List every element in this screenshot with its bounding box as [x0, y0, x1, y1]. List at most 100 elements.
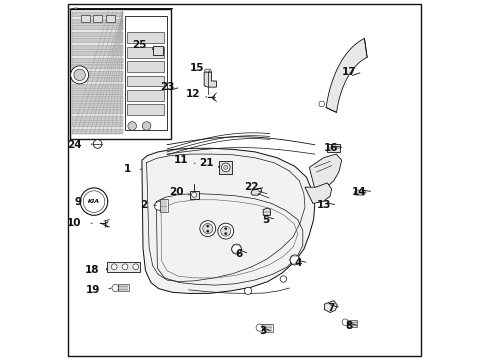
Circle shape — [244, 287, 251, 294]
Circle shape — [112, 284, 119, 292]
Text: 21: 21 — [199, 158, 213, 168]
Bar — [72, 96, 122, 102]
Circle shape — [280, 276, 286, 282]
Text: 23: 23 — [160, 82, 174, 92]
Bar — [118, 284, 128, 291]
Bar — [125, 16, 167, 130]
Text: 25: 25 — [132, 40, 146, 50]
Circle shape — [122, 264, 127, 270]
Circle shape — [200, 221, 215, 237]
Bar — [72, 116, 122, 121]
Bar — [160, 199, 167, 212]
Text: 13: 13 — [316, 200, 330, 210]
Bar — [127, 90, 163, 101]
Bar — [127, 76, 163, 86]
Bar — [127, 47, 163, 58]
Text: 16: 16 — [323, 143, 337, 153]
Bar — [72, 84, 122, 89]
Circle shape — [224, 233, 226, 235]
Bar — [72, 129, 122, 134]
Text: 11: 11 — [174, 155, 188, 165]
Bar — [72, 25, 122, 30]
Circle shape — [93, 140, 102, 148]
Bar — [72, 109, 122, 114]
Circle shape — [218, 223, 233, 239]
Circle shape — [206, 225, 208, 227]
Text: 24: 24 — [67, 140, 81, 150]
Text: 3: 3 — [258, 326, 265, 336]
Text: 20: 20 — [168, 186, 183, 197]
Text: 5: 5 — [262, 215, 269, 225]
Bar — [152, 46, 163, 55]
Bar — [127, 61, 163, 72]
Circle shape — [70, 66, 88, 84]
Text: 17: 17 — [341, 67, 355, 77]
Bar — [189, 191, 199, 199]
Bar — [81, 15, 89, 22]
Circle shape — [318, 101, 324, 107]
Circle shape — [256, 324, 263, 331]
Text: 9: 9 — [75, 197, 81, 207]
Text: 6: 6 — [235, 249, 242, 259]
Polygon shape — [263, 208, 270, 215]
Bar — [261, 324, 272, 332]
Bar — [346, 320, 356, 327]
Bar — [72, 77, 122, 82]
Text: 10: 10 — [67, 218, 81, 228]
Circle shape — [111, 264, 117, 270]
Polygon shape — [204, 69, 211, 72]
Circle shape — [83, 191, 104, 212]
Bar — [72, 45, 122, 50]
Circle shape — [224, 228, 226, 230]
Circle shape — [133, 264, 139, 270]
Polygon shape — [325, 39, 366, 112]
Bar — [72, 71, 122, 76]
Bar — [72, 122, 122, 127]
Bar — [72, 103, 122, 108]
Circle shape — [142, 122, 151, 130]
Circle shape — [223, 165, 227, 170]
Polygon shape — [353, 190, 366, 195]
Circle shape — [80, 188, 107, 215]
Text: 8: 8 — [345, 321, 352, 331]
Text: 1: 1 — [123, 164, 131, 174]
Bar — [127, 32, 163, 43]
Bar — [326, 144, 340, 152]
Text: KIA: KIA — [88, 199, 100, 204]
Circle shape — [231, 244, 241, 254]
Polygon shape — [250, 188, 261, 195]
Bar — [72, 58, 122, 63]
Bar — [72, 12, 122, 17]
Circle shape — [203, 224, 212, 234]
Circle shape — [220, 226, 230, 236]
Bar — [93, 15, 102, 22]
Bar — [72, 51, 122, 56]
Text: 12: 12 — [186, 89, 200, 99]
Bar — [106, 15, 115, 22]
Circle shape — [342, 319, 348, 325]
Bar — [72, 64, 122, 69]
Text: 22: 22 — [244, 182, 258, 192]
Bar — [219, 161, 231, 174]
Circle shape — [221, 163, 230, 172]
Text: 2: 2 — [140, 200, 147, 210]
Polygon shape — [100, 221, 108, 228]
Text: 18: 18 — [85, 265, 100, 275]
Text: 14: 14 — [351, 186, 366, 197]
Circle shape — [191, 192, 196, 197]
Bar — [107, 262, 140, 272]
Circle shape — [74, 69, 85, 81]
Polygon shape — [207, 94, 215, 100]
Bar — [72, 38, 122, 43]
Text: 7: 7 — [326, 303, 334, 313]
Circle shape — [154, 202, 163, 210]
Circle shape — [289, 255, 299, 265]
Polygon shape — [324, 301, 337, 312]
Bar — [72, 90, 122, 95]
Bar — [72, 19, 122, 24]
Polygon shape — [309, 154, 341, 193]
Bar — [127, 104, 163, 115]
Text: 4: 4 — [294, 258, 302, 268]
Text: 19: 19 — [85, 285, 100, 295]
Polygon shape — [204, 72, 216, 87]
